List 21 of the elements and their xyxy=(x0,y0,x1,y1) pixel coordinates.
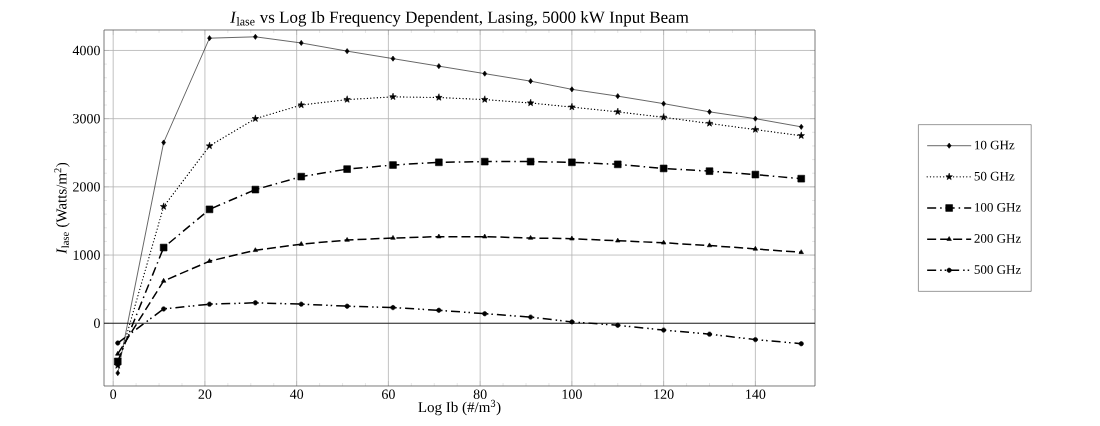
y-tick-label: 4000 xyxy=(72,45,100,56)
y-tick-label: 3000 xyxy=(73,113,100,124)
y-axis-title: I$_{lase}$ (Watts/m$^{2}$) xyxy=(54,162,70,254)
legend-label: 500 GHz xyxy=(974,265,1021,274)
x-tick-label: 80 xyxy=(473,389,487,399)
legend-label: 50 GHz xyxy=(974,171,1015,181)
x-tick-label: 100 xyxy=(562,389,582,399)
legend-label: 100 GHz xyxy=(975,202,1021,212)
x-tick-label: 0 xyxy=(110,389,117,399)
x-tick-label: 140 xyxy=(746,389,766,399)
chart-title: I$_{lase}$ vs Log Ib Frequency Dependent, Lasing, 5000 kW Input Beam xyxy=(230,11,689,27)
x-tick-label: 20 xyxy=(198,389,212,399)
y-tick-label: 0 xyxy=(94,318,100,328)
legend-label: 200 GHz xyxy=(974,234,1021,243)
y-tick-label: 1000 xyxy=(73,250,100,260)
y-tick-label: 2000 xyxy=(73,182,100,192)
legend-label: 10 GHz xyxy=(975,140,1015,150)
x-tick-label: 40 xyxy=(289,389,304,399)
x-tick-label: 60 xyxy=(382,389,395,399)
x-axis-title: Log Ib (#/m$^{3}$) xyxy=(418,399,501,416)
x-tick-label: 120 xyxy=(654,389,674,399)
